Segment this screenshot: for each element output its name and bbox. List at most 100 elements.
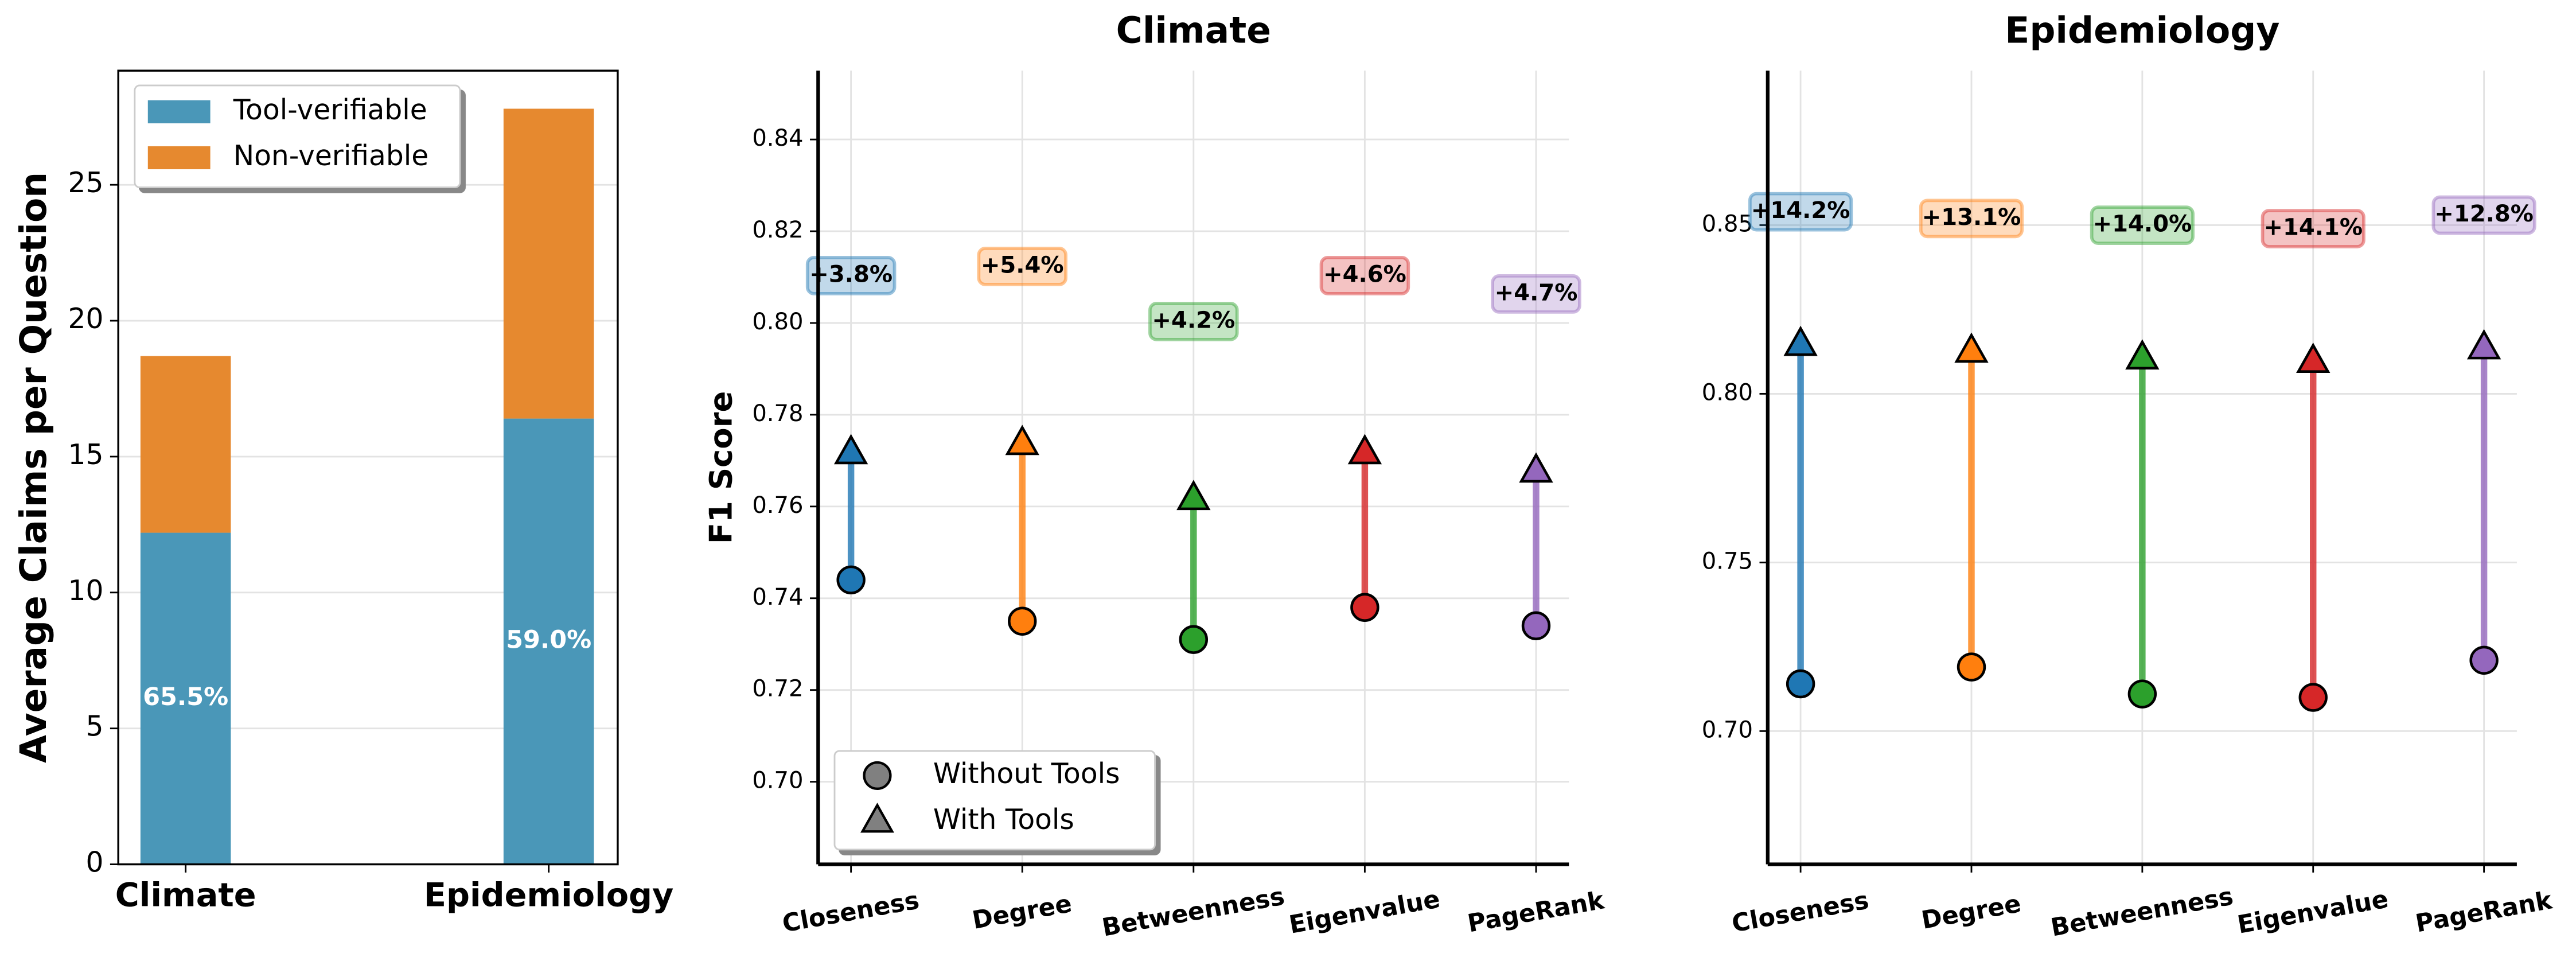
y-tick-label: 0.75: [1702, 548, 1753, 574]
improvement-box: [2090, 205, 2195, 245]
share-label: 59.0%: [506, 626, 591, 655]
marker-with: [1005, 425, 1039, 456]
improvement-label-group: [2261, 209, 2365, 248]
y-tick-label: 5: [85, 711, 103, 743]
share-label: 65.5%: [143, 683, 228, 711]
y-tick-label: 0.70: [752, 768, 803, 794]
improvement-box: [2261, 209, 2365, 248]
improvement-label-group: [805, 256, 897, 295]
legend-box: [134, 84, 461, 188]
y-tick-label: 0.70: [1702, 717, 1753, 743]
improvement-box: [2431, 195, 2536, 235]
improvement-box: [1319, 256, 1410, 295]
marker-without: [2298, 683, 2328, 712]
x-tick-label: Epidemiology: [424, 875, 674, 914]
improvement-box: [805, 256, 897, 295]
x-tick-label: Degree: [970, 889, 1074, 935]
marker-without: [2469, 645, 2499, 675]
y-tick-label: 0.72: [752, 676, 803, 702]
y-tick-label: 0.74: [752, 584, 803, 610]
y-tick-label: 25: [68, 167, 103, 199]
legend-swatch: [147, 100, 211, 123]
legend-swatch: [147, 146, 211, 170]
x-tick-label: PageRank: [1466, 886, 1607, 938]
marker-without: [1786, 669, 1815, 699]
x-tick-label: Climate: [115, 875, 256, 914]
legend-label: With Tools: [933, 804, 1074, 836]
y-tick-label: 20: [68, 303, 103, 335]
marker-with: [1783, 325, 1818, 356]
x-tick-label: Degree: [1919, 889, 2023, 935]
marker-with: [2125, 339, 2160, 370]
improvement-label-group: [1491, 274, 1581, 314]
improvement-label: +5.4%: [981, 252, 1064, 278]
x-tick-label: Closeness: [1730, 886, 1871, 938]
improvement-box: [1148, 302, 1239, 341]
marker-without: [836, 565, 866, 594]
chart-title: Epidemiology: [2005, 9, 2279, 51]
x-tick-label: Eigenvalue: [1287, 885, 1443, 939]
y-tick-label: 0.78: [752, 400, 803, 427]
y-tick-label: 0.80: [752, 309, 803, 335]
improvement-label-group: [1319, 256, 1410, 295]
y-tick-label: 0.85: [1702, 211, 1753, 237]
improvement-label: +4.2%: [1152, 307, 1235, 333]
bar-segment: [140, 356, 231, 533]
x-tick-label: PageRank: [2413, 886, 2555, 938]
chart-title: Climate: [1116, 9, 1271, 51]
marker-with: [1176, 480, 1211, 511]
legend-label: Non-verifiable: [233, 140, 429, 172]
marker-without: [2127, 679, 2157, 709]
improvement-label-group: [1148, 302, 1239, 341]
improvement-label: +13.1%: [1922, 204, 2021, 231]
legend-label: Tool-verifiable: [233, 94, 427, 126]
marker-with: [2466, 329, 2501, 360]
improvement-label-group: [1919, 199, 2024, 239]
improvement-label: +14.0%: [2093, 211, 2192, 238]
marker-with: [2296, 343, 2331, 373]
bar-segment: [503, 418, 594, 865]
y-tick-label: 0.76: [752, 492, 803, 519]
y-axis-label: F1 Score: [702, 391, 739, 544]
marker-without: [1350, 593, 1379, 622]
legend-marker: [860, 803, 894, 833]
improvement-box: [1748, 192, 1853, 232]
marker-without: [1179, 625, 1209, 654]
bar-segment: [140, 532, 231, 865]
improvement-label: +14.1%: [2263, 214, 2363, 240]
y-tick-label: 0.82: [752, 217, 803, 243]
improvement-label: +3.8%: [809, 261, 893, 287]
improvement-box: [977, 247, 1067, 286]
x-tick-label: Betweenness: [1100, 882, 1287, 942]
y-tick-label: 0.84: [752, 125, 803, 151]
improvement-label-group: [977, 247, 1067, 286]
improvement-label: +4.6%: [1323, 261, 1406, 287]
marker-without: [1008, 606, 1037, 636]
legend-marker: [863, 761, 892, 790]
improvement-label: +12.8%: [2434, 201, 2534, 227]
x-tick-label: Eigenvalue: [2235, 885, 2391, 939]
marker-with: [1519, 452, 1553, 483]
improvement-label-group: [1748, 192, 1853, 232]
improvement-label-group: [2090, 205, 2195, 245]
y-tick-label: 15: [68, 439, 103, 471]
improvement-box: [1491, 274, 1581, 314]
x-tick-label: Betweenness: [2049, 882, 2236, 942]
y-axis-label: Average Claims per Question: [13, 172, 54, 763]
marker-without: [1521, 611, 1551, 640]
marker-with: [1347, 434, 1382, 465]
y-tick-label: 0: [85, 847, 103, 879]
marker-with: [1954, 332, 1989, 363]
improvement-box: [1919, 199, 2024, 239]
y-tick-label: 0.80: [1702, 379, 1753, 406]
legend-label: Without Tools: [933, 758, 1120, 790]
y-tick-label: 10: [68, 575, 103, 607]
axes-frame: [117, 69, 619, 866]
marker-with: [833, 434, 868, 465]
improvement-label: +4.7%: [1495, 279, 1578, 306]
improvement-label-group: [2431, 195, 2536, 235]
x-tick-label: Closeness: [780, 886, 921, 938]
marker-without: [1957, 652, 1986, 682]
legend-box: [833, 750, 1156, 851]
